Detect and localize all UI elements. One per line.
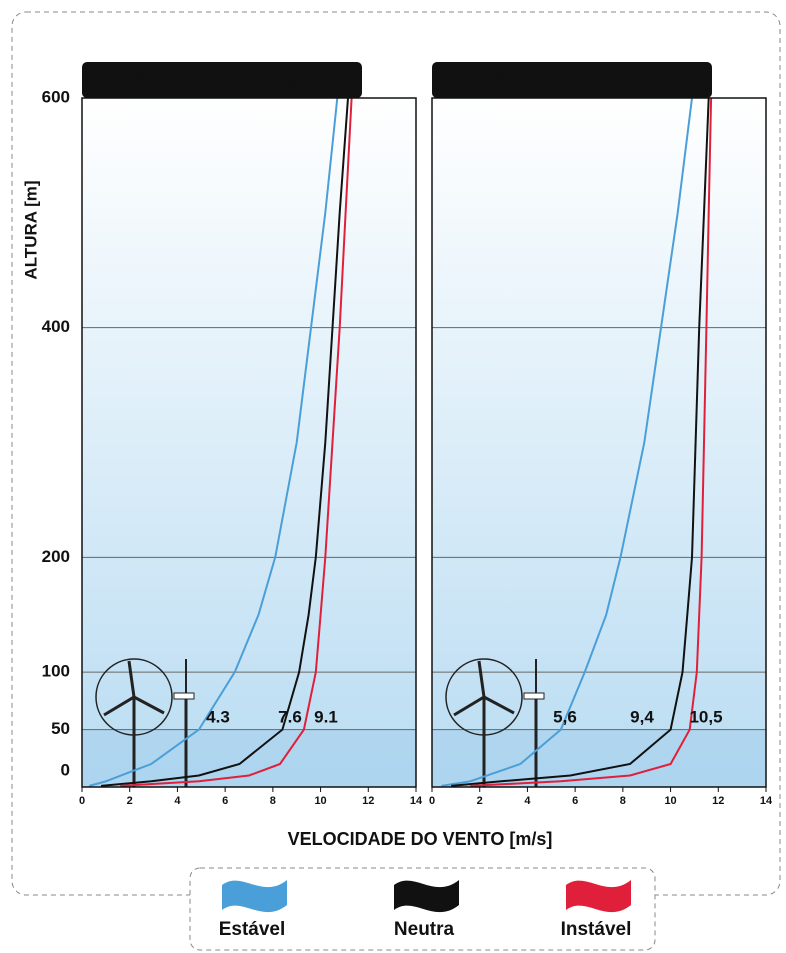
y-tick-label: 50 bbox=[51, 719, 70, 738]
x-axis-label: VELOCIDADE DO VENTO [m/s] bbox=[288, 829, 553, 849]
x-tick-label: 10 bbox=[664, 795, 676, 807]
legend-label: Instável bbox=[561, 919, 632, 940]
x-tick-label: 6 bbox=[222, 795, 228, 807]
panel-title: Zo = 0,001 bbox=[446, 71, 524, 88]
blade bbox=[133, 695, 165, 715]
blade bbox=[103, 695, 135, 717]
x-tick-label: 8 bbox=[270, 795, 276, 807]
x-tick-label: 2 bbox=[127, 795, 133, 807]
x-tick-label: 0 bbox=[429, 795, 435, 807]
profile-line bbox=[101, 97, 349, 787]
y-tick-label: 600 bbox=[42, 87, 70, 106]
legend-swatch bbox=[566, 880, 631, 913]
legend-swatch bbox=[394, 880, 459, 913]
x-tick-label: 2 bbox=[477, 795, 483, 807]
x-tick-label: 14 bbox=[410, 795, 423, 807]
x-tick-label: 12 bbox=[362, 795, 374, 807]
title-box bbox=[432, 62, 712, 98]
profile-line bbox=[441, 97, 693, 787]
legend-swatch bbox=[222, 880, 287, 913]
y-tick-label: 0 bbox=[61, 760, 70, 779]
profile-line bbox=[88, 97, 339, 787]
legend-label: Neutra bbox=[394, 919, 455, 940]
profile-line bbox=[120, 97, 353, 787]
y-tick-label: 400 bbox=[42, 317, 70, 336]
blade bbox=[477, 660, 486, 698]
y-tick-label: 100 bbox=[42, 662, 70, 681]
annotation: 9,4 bbox=[630, 707, 654, 726]
x-tick-label: 4 bbox=[174, 795, 181, 807]
blade bbox=[453, 695, 485, 717]
legend-box bbox=[189, 867, 656, 951]
blade bbox=[483, 695, 515, 715]
low-band bbox=[82, 729, 416, 787]
turbine-icon bbox=[95, 658, 195, 787]
nacelle bbox=[173, 692, 195, 700]
legend-label: Estável bbox=[219, 919, 286, 940]
x-tick-label: 14 bbox=[760, 795, 773, 807]
y-axis-label: ALTURA [m] bbox=[21, 180, 40, 279]
panel-subtitle: Areia, praia bbox=[613, 71, 700, 88]
profile-line bbox=[451, 97, 710, 787]
panel-title: Zo = 0,3 bbox=[96, 71, 156, 88]
annotation: 7.6 bbox=[278, 707, 302, 726]
x-tick-label: 10 bbox=[314, 795, 326, 807]
x-tick-label: 12 bbox=[712, 795, 724, 807]
annotation: 5,6 bbox=[553, 707, 577, 726]
x-tick-label: 4 bbox=[524, 795, 531, 807]
x-tick-label: 8 bbox=[620, 795, 626, 807]
nacelle bbox=[523, 692, 545, 700]
x-tick-label: 0 bbox=[79, 795, 85, 807]
panel-subtitle: Restinga baixa bbox=[237, 71, 350, 88]
annotation: 9.1 bbox=[314, 707, 338, 726]
annotation: 10,5 bbox=[689, 707, 722, 726]
y-tick-label: 200 bbox=[42, 547, 70, 566]
annotation: 4.3 bbox=[206, 707, 230, 726]
x-tick-label: 6 bbox=[572, 795, 578, 807]
turbine-icon bbox=[445, 658, 545, 787]
title-box bbox=[82, 62, 362, 98]
blade bbox=[127, 660, 136, 698]
profile-line bbox=[470, 97, 713, 787]
